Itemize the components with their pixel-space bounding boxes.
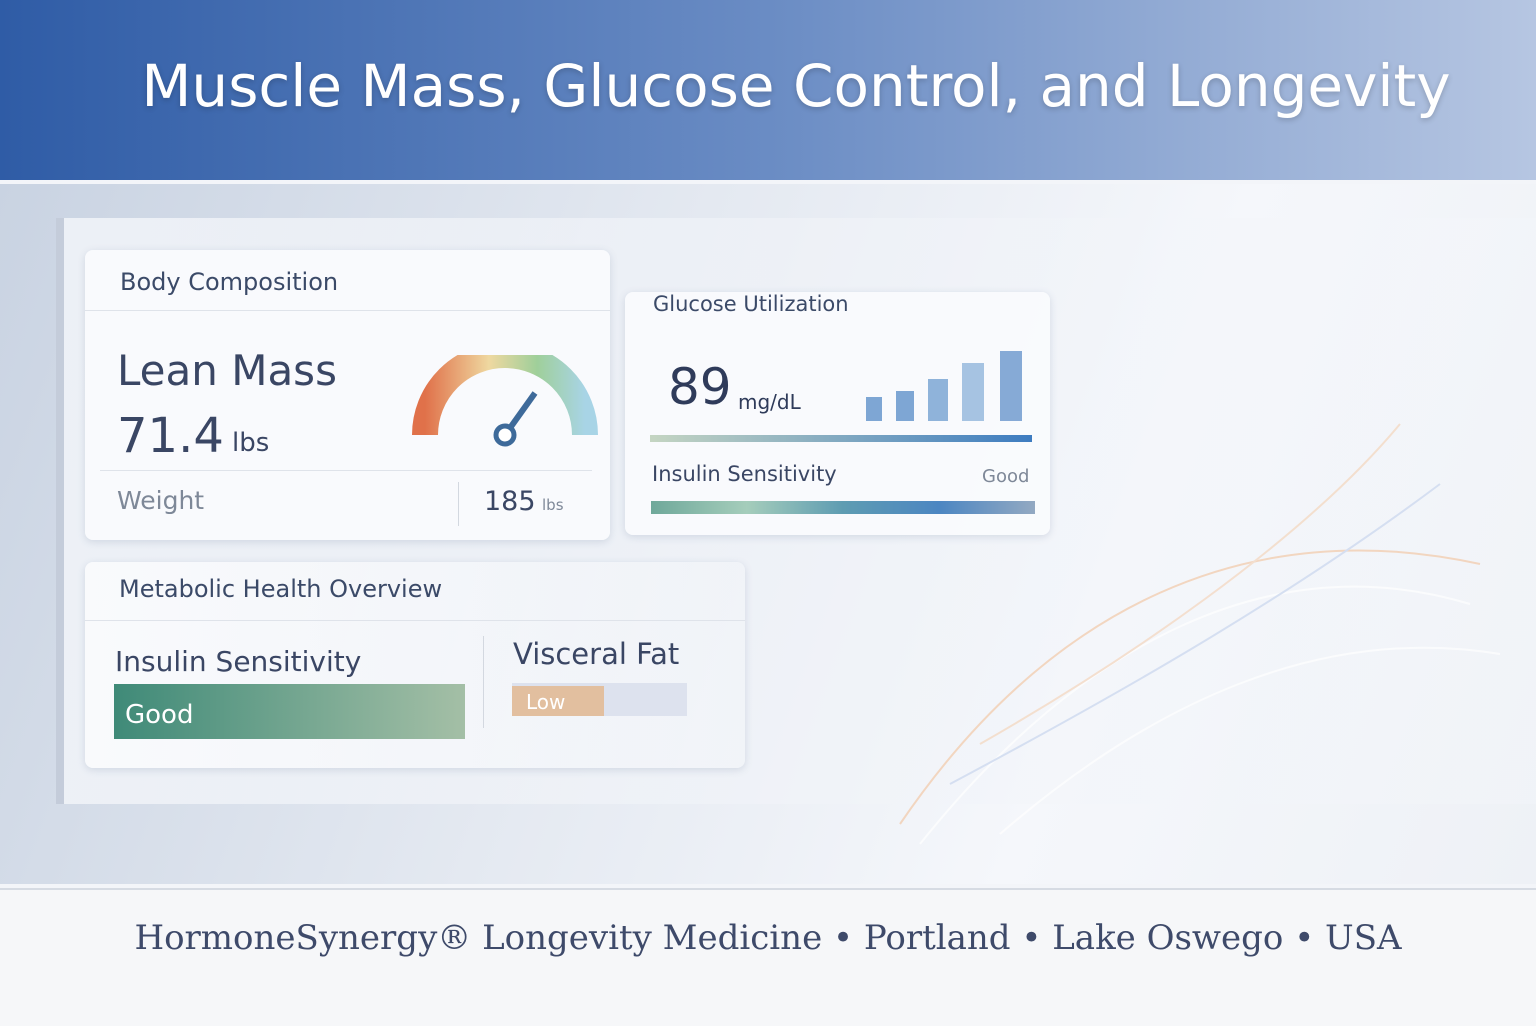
divider: [85, 310, 610, 311]
divider: [85, 620, 745, 621]
glucose-bars: [650, 351, 1032, 442]
panel-title: Metabolic Health Overview: [119, 575, 443, 603]
glucose-value: 89: [668, 358, 732, 416]
divider: [458, 482, 459, 526]
insulin-label: Insulin Sensitivity: [115, 645, 362, 678]
page-title: Muscle Mass, Glucose Control, and Longev…: [141, 52, 1451, 120]
header-band: [0, 0, 1536, 180]
visceral-status: Low: [526, 690, 566, 714]
decoration: [899, 423, 1501, 845]
visceral-bar: [512, 686, 604, 716]
weight-unit: lbs: [542, 496, 564, 514]
lean-mass-value: 71.4: [117, 408, 224, 464]
weight-label: Weight: [117, 486, 205, 515]
divider: [100, 470, 592, 471]
footer-band: [0, 888, 1536, 1026]
panel-title: Body Composition: [120, 268, 339, 296]
lean-mass-label: Lean Mass: [117, 346, 337, 395]
gauge: [412, 355, 598, 447]
weight-value: 185: [484, 486, 536, 517]
insulin-bar: [651, 501, 1035, 514]
footer-text: HormoneSynergy® Longevity Medicine • Por…: [134, 918, 1402, 958]
insulin-bar: [114, 684, 465, 739]
lean-mass-unit: lbs: [232, 428, 270, 458]
panel-title: Glucose Utilization: [653, 292, 849, 316]
visceral-label: Visceral Fat: [513, 637, 680, 671]
divider: [483, 636, 484, 728]
body-composition-panel: [85, 250, 610, 540]
helix: [899, 423, 1501, 845]
insulin-status: Good: [982, 466, 1030, 487]
insulin-label: Insulin Sensitivity: [652, 462, 837, 486]
glucose-unit: mg/dL: [738, 390, 801, 414]
insulin-status: Good: [125, 700, 194, 730]
